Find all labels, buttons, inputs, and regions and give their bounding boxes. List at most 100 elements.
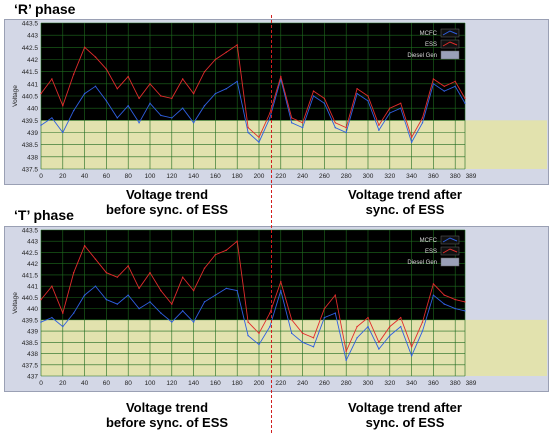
data-point-mcfc: [160, 312, 162, 314]
data-point-ess: [345, 126, 347, 129]
legend-label: MCFC: [420, 238, 438, 244]
data-point-ess: [389, 107, 391, 109]
y-tick-label: 443.5: [22, 228, 39, 235]
legend-label: Diesel Gen: [407, 260, 437, 266]
data-point-mcfc: [399, 107, 402, 109]
data-point-mcfc: [236, 80, 238, 83]
x-tick-label: 380: [450, 173, 461, 180]
data-point-ess: [51, 78, 53, 80]
data-point-mcfc: [181, 310, 184, 312]
data-point-mcfc: [83, 294, 86, 296]
data-point-mcfc: [62, 131, 64, 134]
x-tick-label: 120: [166, 380, 177, 387]
data-point-mcfc: [105, 100, 108, 102]
data-point-ess: [203, 267, 206, 269]
series-line-mcfc: [40, 77, 466, 144]
x-tick-label: 20: [59, 380, 67, 387]
x-tick-label: 260: [319, 380, 330, 387]
data-point-mcfc: [443, 90, 445, 92]
data-point-ess: [40, 92, 42, 95]
data-point-ess: [356, 325, 358, 328]
data-point-ess: [62, 312, 64, 314]
y-tick-label: 439.5: [22, 118, 39, 125]
data-point-mcfc: [138, 122, 140, 124]
data-point-ess: [464, 97, 466, 100]
data-point-mcfc: [116, 303, 118, 305]
sync-marker-line: [271, 15, 272, 433]
data-point-mcfc: [389, 334, 391, 337]
legend-swatch-line: [442, 237, 458, 243]
data-point-ess: [323, 97, 326, 100]
data-point-mcfc: [203, 301, 206, 303]
data-point-mcfc: [258, 141, 260, 143]
x-tick-label: 360: [428, 173, 439, 180]
data-point-ess: [149, 83, 151, 85]
x-tick-label: 200: [254, 380, 265, 387]
x-tick-label: 389: [466, 380, 477, 387]
caption-after-t: Voltage trend after sync. of ESS: [330, 400, 480, 430]
data-point-ess: [290, 117, 293, 119]
data-point-mcfc: [214, 294, 217, 296]
data-point-mcfc: [454, 307, 456, 310]
data-point-ess: [323, 307, 326, 310]
data-point-ess: [160, 289, 162, 292]
legend-label: ESS: [425, 42, 437, 48]
data-point-ess: [389, 325, 391, 328]
y-tick-label: 442: [27, 57, 38, 64]
y-tick-label: 441.5: [22, 69, 39, 76]
caption-before-r: Voltage trend before sync. of ESS: [92, 187, 242, 217]
data-point-ess: [62, 105, 64, 107]
data-point-mcfc: [269, 325, 271, 328]
data-point-mcfc: [378, 129, 380, 131]
x-tick-label: 320: [384, 380, 395, 387]
data-point-mcfc: [51, 117, 53, 119]
x-tick-label: 280: [341, 380, 352, 387]
data-point-ess: [432, 283, 435, 285]
x-tick-label: 40: [81, 173, 89, 180]
caption-after-line2: sync. of ESS: [365, 415, 445, 430]
data-point-ess: [334, 294, 336, 296]
data-point-ess: [236, 240, 238, 242]
legend-label: ESS: [425, 249, 437, 255]
data-point-mcfc: [421, 330, 424, 332]
phase-title-t: ‘T’ phase: [14, 207, 74, 223]
data-point-ess: [160, 95, 162, 97]
caption-after-r: Voltage trend after sync. of ESS: [330, 187, 480, 217]
caption-before-line2: before sync. of ESS: [105, 202, 229, 217]
x-tick-label: 389: [466, 173, 477, 180]
data-point-mcfc: [258, 343, 260, 346]
y-tick-label: 438.5: [22, 340, 39, 347]
data-point-ess: [301, 332, 304, 335]
data-point-mcfc: [138, 307, 140, 310]
data-point-ess: [367, 316, 369, 319]
data-point-ess: [280, 75, 282, 78]
data-point-mcfc: [83, 92, 86, 95]
data-point-ess: [421, 321, 424, 323]
data-point-ess: [454, 298, 456, 301]
data-point-mcfc: [181, 107, 184, 109]
data-point-mcfc: [236, 289, 238, 292]
data-point-mcfc: [323, 316, 326, 319]
y-tick-label: 437: [27, 374, 38, 381]
data-point-ess: [40, 298, 42, 301]
data-point-mcfc: [203, 105, 206, 107]
legend-swatch: [440, 246, 460, 256]
data-point-ess: [410, 346, 413, 348]
x-tick-label: 160: [210, 173, 221, 180]
data-point-ess: [116, 88, 118, 90]
data-point-ess: [312, 90, 315, 92]
data-point-mcfc: [464, 310, 466, 312]
caption-after-line1: Voltage trend after: [348, 187, 462, 202]
data-point-ess: [454, 80, 456, 83]
caption-before-line2: before sync. of ESS: [105, 415, 229, 430]
legend-label: Diesel Gen: [407, 53, 437, 59]
data-point-mcfc: [323, 102, 326, 105]
x-tick-label: 240: [297, 173, 308, 180]
x-tick-label: 0: [39, 173, 43, 180]
data-point-ess: [105, 68, 108, 70]
data-point-ess: [443, 85, 445, 87]
data-point-mcfc: [356, 92, 358, 95]
data-point-ess: [399, 102, 402, 105]
data-point-ess: [464, 301, 466, 303]
y-tick-label: 441: [27, 81, 38, 88]
